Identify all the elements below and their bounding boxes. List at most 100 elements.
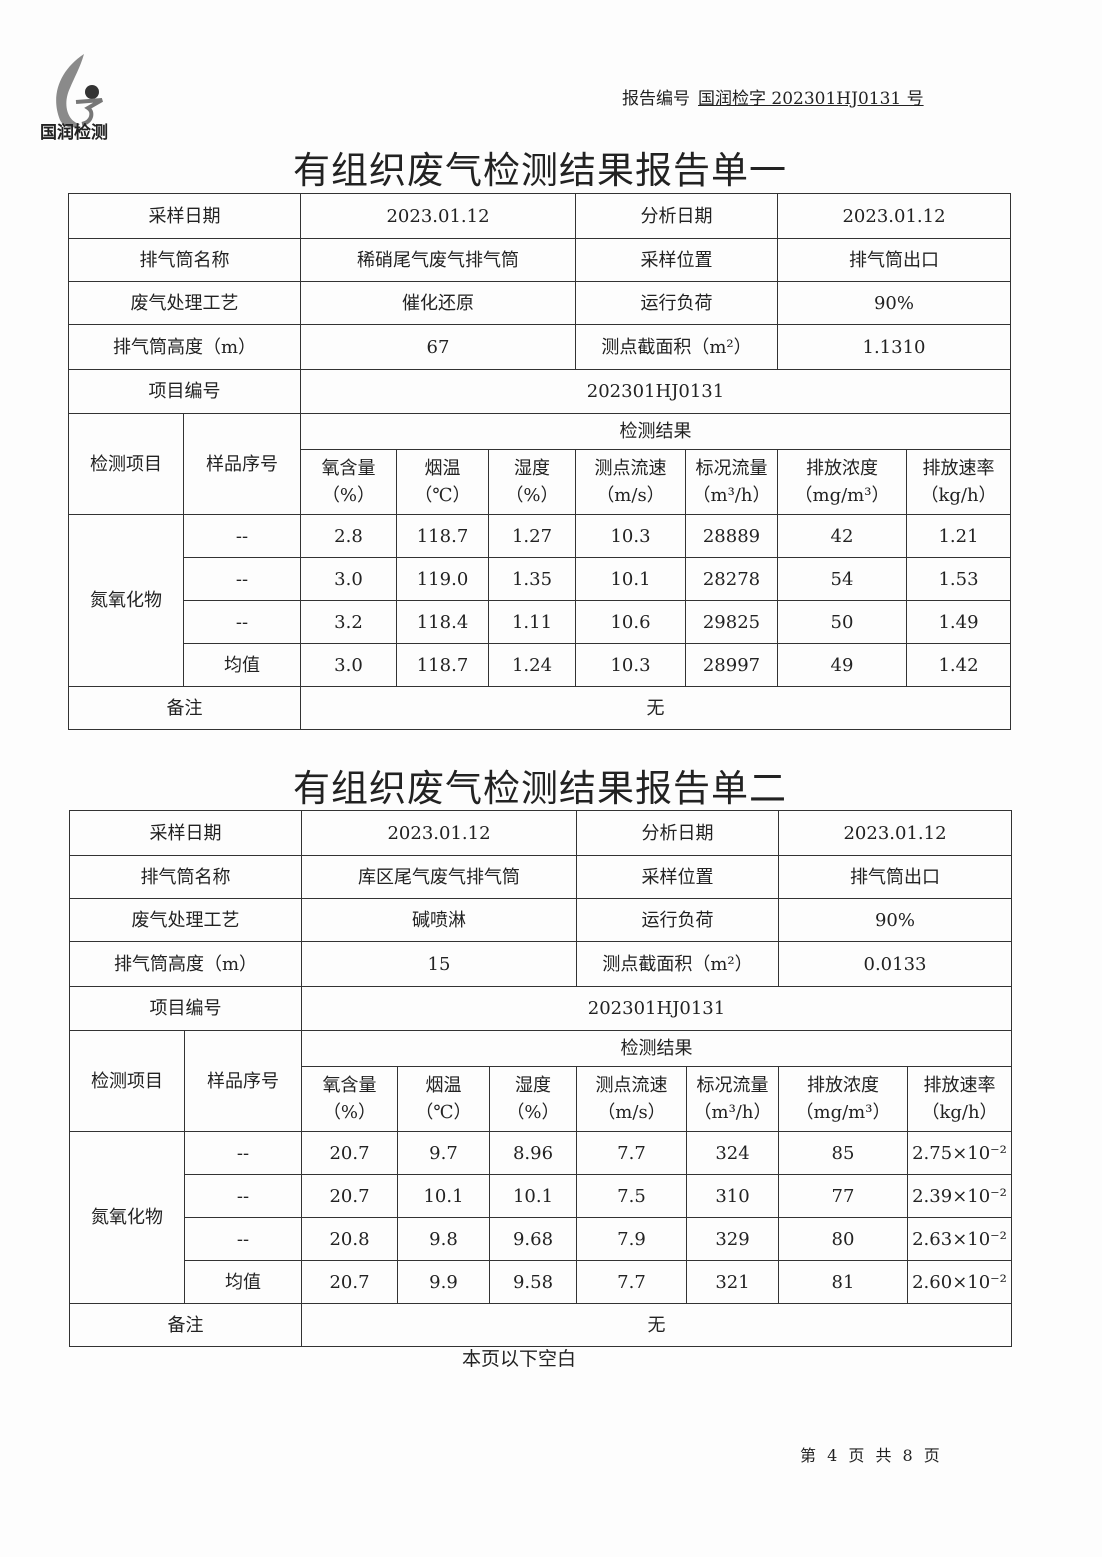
info-label: 分析日期	[575, 193, 778, 239]
table-row: -- 3.2 118.4 1.11 10.6 29825 50 1.49	[69, 600, 1011, 644]
info-label: 废气处理工艺	[69, 898, 302, 942]
table-row: -- 20.8 9.8 9.68 7.9 329 80 2.63×10⁻²	[70, 1217, 1012, 1261]
seq-header: 样品序号	[183, 413, 301, 515]
info-label: 分析日期	[576, 810, 779, 856]
value-cell: 29825	[685, 600, 778, 644]
column-header: 测点流速 （m/s）	[575, 449, 686, 515]
value-cell: 85	[778, 1131, 908, 1175]
value-cell: 9.68	[489, 1217, 577, 1261]
info-value: 90%	[777, 281, 1011, 325]
table-row: 均值 20.7 9.9 9.58 7.7 321 81 2.60×10⁻²	[70, 1260, 1012, 1304]
value-cell: 118.7	[396, 514, 489, 558]
info-label: 采样日期	[68, 193, 301, 239]
value-cell: 3.2	[300, 600, 397, 644]
info-value: 2023.01.12	[778, 810, 1012, 856]
report-number-value: 国润检字 202301HJ0131 号	[698, 89, 924, 109]
column-header: 氧含量 （%）	[301, 1066, 398, 1132]
info-label: 运行负荷	[576, 898, 779, 942]
table-row: 氮氧化物 -- 20.7 9.7 8.96 7.7 324 85 2.75×10⁻²	[69, 1131, 1012, 1304]
value-cell: 3.0	[300, 643, 397, 687]
value-cell: 118.4	[396, 600, 489, 644]
info-row: 废气处理工艺 催化还原 运行负荷 90%	[68, 281, 1011, 325]
item-name: 氮氧化物	[69, 1131, 185, 1304]
info-value: 排气筒出口	[777, 238, 1011, 282]
value-cell: 10.3	[575, 514, 686, 558]
item-header: 检测项目	[68, 413, 184, 515]
value-cell: 2.63×10⁻²	[907, 1217, 1012, 1261]
value-cell: 28997	[685, 643, 778, 687]
info-row: 排气筒高度（m） 67 测点截面积（m²） 1.1310	[68, 324, 1011, 370]
sample-seq: 均值	[184, 1260, 302, 1304]
info-label: 测点截面积（m²）	[575, 324, 778, 370]
sample-seq: --	[183, 514, 301, 558]
value-cell: 3.0	[300, 557, 397, 601]
column-header: 标况流量 （m³/h）	[685, 449, 778, 515]
info-row: 废气处理工艺 碱喷淋 运行负荷 90%	[69, 898, 1012, 942]
info-value: 库区尾气废气排气筒	[301, 855, 577, 899]
project-number: 202301HJ0131	[300, 369, 1011, 414]
value-cell: 310	[686, 1174, 779, 1218]
value-cell: 9.8	[397, 1217, 490, 1261]
value-cell: 28889	[685, 514, 778, 558]
report-title-1: 有组织废气检测结果报告单一	[293, 149, 787, 192]
value-cell: 10.6	[575, 600, 686, 644]
value-cell: 7.7	[576, 1260, 687, 1304]
remark-value: 无	[300, 686, 1011, 730]
result-header: 检测结果	[300, 413, 1011, 450]
value-cell: 9.58	[489, 1260, 577, 1304]
value-cell: 321	[686, 1260, 779, 1304]
sample-seq: --	[184, 1131, 302, 1175]
company-logo-icon	[56, 54, 103, 128]
value-cell: 10.1	[575, 557, 686, 601]
value-cell: 1.35	[488, 557, 576, 601]
info-value: 催化还原	[300, 281, 576, 325]
report-number: 报告编号 国润检字 202301HJ0131 号	[622, 84, 924, 109]
value-cell: 2.60×10⁻²	[907, 1260, 1012, 1304]
project-label: 项目编号	[69, 986, 302, 1031]
table-row: 氮氧化物 -- 2.8 118.7 1.27 10.3 28889 42 1.21	[68, 514, 1011, 687]
value-cell: 1.21	[906, 514, 1011, 558]
value-cell: 20.7	[301, 1260, 398, 1304]
remark-label: 备注	[69, 1303, 302, 1347]
report-number-label: 报告编号	[622, 89, 690, 109]
value-cell: 7.7	[576, 1131, 687, 1175]
info-row: 排气筒名称 库区尾气废气排气筒 采样位置 排气筒出口	[69, 855, 1012, 899]
value-cell: 9.9	[397, 1260, 490, 1304]
project-label: 项目编号	[68, 369, 301, 414]
info-label: 运行负荷	[575, 281, 778, 325]
value-cell: 2.75×10⁻²	[907, 1131, 1012, 1175]
value-cell: 49	[777, 643, 907, 687]
column-header: 湿度 （%）	[489, 1066, 577, 1132]
blank-note: 本页以下空白	[462, 1348, 577, 1370]
remark-label: 备注	[68, 686, 301, 730]
project-row: 项目编号 202301HJ0131	[69, 986, 1012, 1031]
value-cell: 28278	[685, 557, 778, 601]
info-value: 67	[300, 324, 576, 370]
info-value: 排气筒出口	[778, 855, 1012, 899]
value-cell: 119.0	[396, 557, 489, 601]
value-cell: 7.9	[576, 1217, 687, 1261]
report-title-2: 有组织废气检测结果报告单二	[293, 767, 787, 810]
value-cell: 8.96	[489, 1131, 577, 1175]
value-cell: 1.53	[906, 557, 1011, 601]
remark-row: 备注无	[69, 1303, 1012, 1347]
project-number: 202301HJ0131	[301, 986, 1012, 1031]
seq-header: 样品序号	[184, 1030, 302, 1132]
info-label: 采样位置	[576, 855, 779, 899]
column-header-row: 氧含量 （%） 烟温 （℃） 湿度 （%） 测点流速 （m/s） 标况流量 （m³/h）…	[69, 449, 1011, 515]
column-header: 排放速率 （kg/h）	[907, 1066, 1012, 1132]
info-value: 90%	[778, 898, 1012, 942]
value-cell: 80	[778, 1217, 908, 1261]
info-row: 采样日期 2023.01.12 分析日期 2023.01.12	[69, 810, 1012, 856]
column-header-row: 氧含量 （%） 烟温 （℃） 湿度 （%） 测点流速 （m/s） 标况流量 （m³/h）…	[70, 1066, 1012, 1132]
table-row: -- 20.7 10.1 10.1 7.5 310 77 2.39×10⁻²	[70, 1174, 1012, 1218]
value-cell: 20.7	[301, 1131, 398, 1175]
item-header: 检测项目	[69, 1030, 185, 1132]
column-header: 烟温 （℃）	[396, 449, 489, 515]
item-name: 氮氧化物	[68, 514, 184, 687]
column-header: 排放浓度 （mg/m³）	[778, 1066, 908, 1132]
value-cell: 54	[777, 557, 907, 601]
value-cell: 20.8	[301, 1217, 398, 1261]
value-cell: 10.3	[575, 643, 686, 687]
